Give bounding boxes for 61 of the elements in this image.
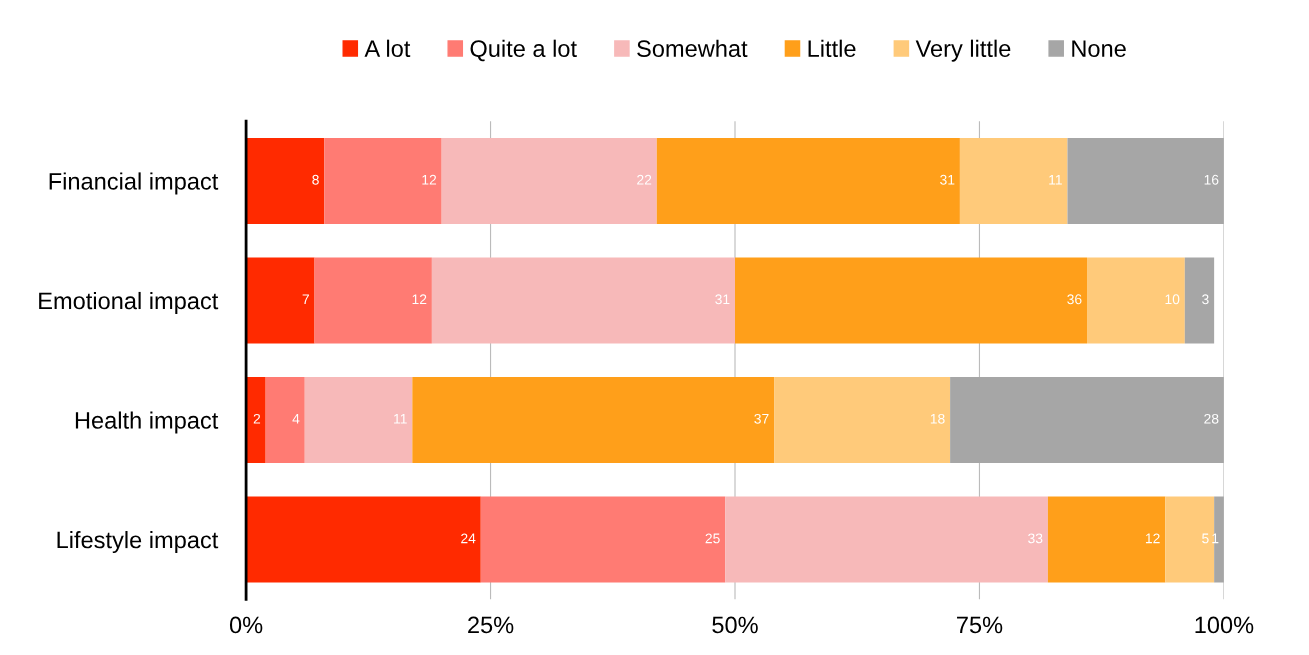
bar (324, 137, 442, 224)
bar (246, 496, 481, 583)
bar (950, 376, 1224, 464)
legend-label: Very little (915, 39, 1011, 62)
legend-label: Somewhat (637, 39, 748, 58)
y-tick-label: Health impact (75, 411, 219, 434)
data-label: 8 (312, 174, 319, 185)
data-label: 12 (422, 174, 437, 185)
bar (412, 376, 775, 464)
bar (246, 137, 325, 224)
data-label: 25 (705, 533, 720, 544)
x-tick-label: 25% (468, 616, 514, 634)
data-label: 12 (412, 294, 427, 305)
bar (431, 257, 735, 344)
bar (1184, 257, 1215, 344)
data-label: 10 (1165, 294, 1180, 305)
bar (246, 376, 266, 464)
bar (656, 137, 960, 224)
bar (1214, 496, 1224, 583)
legend-label: None (1072, 40, 1126, 58)
data-label: 12 (1145, 533, 1160, 544)
bar (304, 376, 413, 464)
bar (735, 257, 1088, 344)
x-tick-label: 0% (229, 616, 263, 634)
data-label: 3 (1202, 294, 1209, 305)
bar (246, 257, 315, 344)
data-label: 22 (637, 174, 652, 185)
bar (774, 376, 951, 464)
data-label: 28 (1204, 413, 1219, 424)
y-tick-label: Financial impact (49, 172, 219, 195)
data-label: 16 (1204, 174, 1219, 185)
data-label: 24 (461, 533, 476, 544)
data-label: 36 (1067, 294, 1082, 305)
data-label: 5 (1202, 533, 1209, 544)
data-label: 31 (940, 174, 955, 185)
data-label: 31 (715, 294, 730, 305)
bar (959, 137, 1068, 224)
legend-label: Quite a lot (470, 39, 577, 62)
data-label: 2 (253, 413, 261, 424)
data-label: 4 (292, 414, 300, 424)
data-label: 7 (302, 294, 309, 305)
legend-label: A lot (364, 39, 411, 58)
x-tick-label: 75% (957, 616, 1003, 634)
data-label: 18 (930, 413, 945, 424)
bar (1067, 137, 1224, 224)
bar (441, 137, 657, 224)
data-label: 11 (1049, 174, 1062, 185)
data-label: 37 (754, 413, 769, 424)
y-tick-label: Emotional impact (39, 291, 219, 314)
bar (1087, 257, 1185, 344)
legend-label: Little (808, 39, 856, 58)
data-label: 33 (1028, 533, 1043, 544)
bar (480, 496, 726, 583)
bar (265, 376, 305, 464)
bar (725, 496, 1048, 583)
bar (314, 257, 432, 344)
x-tick-label: 50% (712, 616, 758, 634)
data-label: 11 (394, 414, 407, 424)
x-tick-label: 100% (1195, 616, 1254, 634)
bar (1047, 496, 1166, 583)
y-tick-label: Lifestyle impact (57, 531, 219, 554)
